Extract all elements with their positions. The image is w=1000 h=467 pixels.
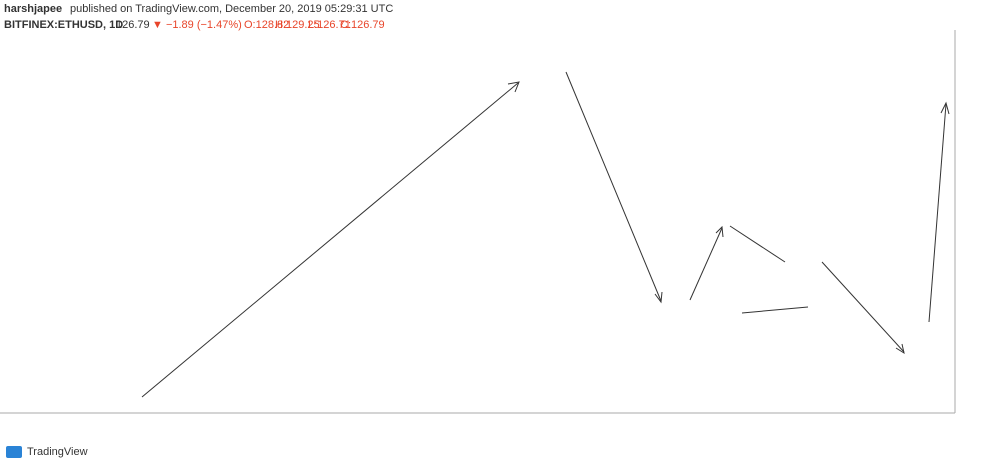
footer-brand: TradingView <box>27 446 88 458</box>
arrow-head <box>654 291 663 304</box>
last: 126.79 <box>116 19 150 31</box>
header: harshjapee published on TradingView.com,… <box>4 3 393 31</box>
arrow-head <box>507 81 520 93</box>
published: published on TradingView.com, December 2… <box>70 3 393 15</box>
arrow-line <box>565 71 662 302</box>
arrow-head <box>715 225 724 238</box>
footer: TradingView <box>6 446 88 458</box>
high: H:129.25 <box>275 19 320 31</box>
arrow-head <box>895 343 905 355</box>
arrow-head <box>940 101 950 115</box>
trend-line <box>741 306 809 314</box>
author: harshjapee <box>4 3 62 15</box>
arrow-line <box>141 82 519 398</box>
trend-line <box>729 225 786 263</box>
arrow-line <box>928 103 947 323</box>
symbol: BITFINEX:ETHUSD, 1D <box>4 19 123 31</box>
low: L:126.71 <box>308 19 351 31</box>
arrow-line <box>689 227 723 301</box>
arrow-line <box>821 261 905 353</box>
close: C:126.79 <box>340 19 385 31</box>
change: ▼ −1.89 (−1.47%) <box>152 19 242 31</box>
drawings <box>141 71 950 398</box>
open: O:128.82 <box>244 19 289 31</box>
logo <box>6 446 22 458</box>
